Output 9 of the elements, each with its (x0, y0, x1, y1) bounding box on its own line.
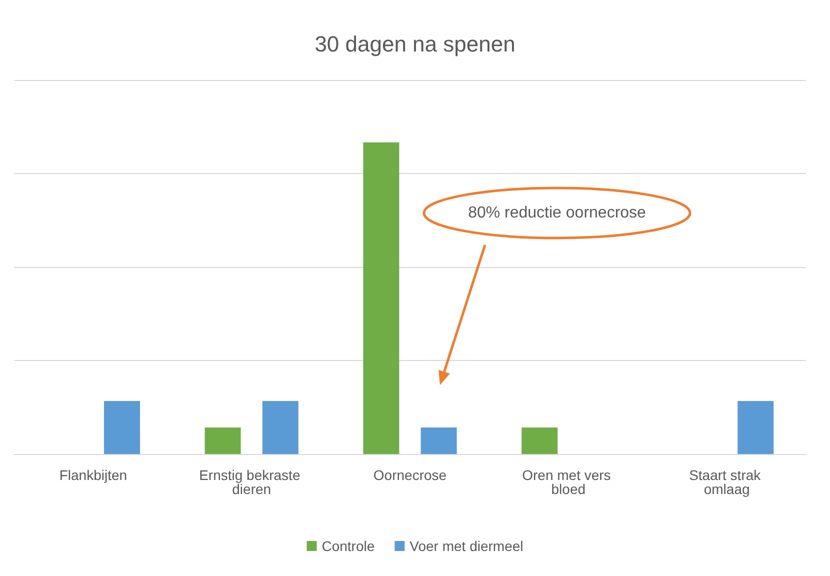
x-tick-label: Oren met vers bloed (522, 467, 615, 497)
x-tick-label: Staart strak omlaag (689, 467, 765, 497)
annotation: 80% reductie oornecrose (468, 204, 646, 222)
legend-label: Controle (322, 538, 375, 554)
x-tick-label: Flankbijten (59, 467, 128, 483)
x-tick-label: Oornecrose (373, 467, 447, 483)
legend-label: Voer met diermeel (410, 538, 524, 554)
chart-title: 30 dagen na spenen (314, 32, 516, 56)
x-tick-label: Ernstig bekraste dieren (199, 467, 304, 497)
